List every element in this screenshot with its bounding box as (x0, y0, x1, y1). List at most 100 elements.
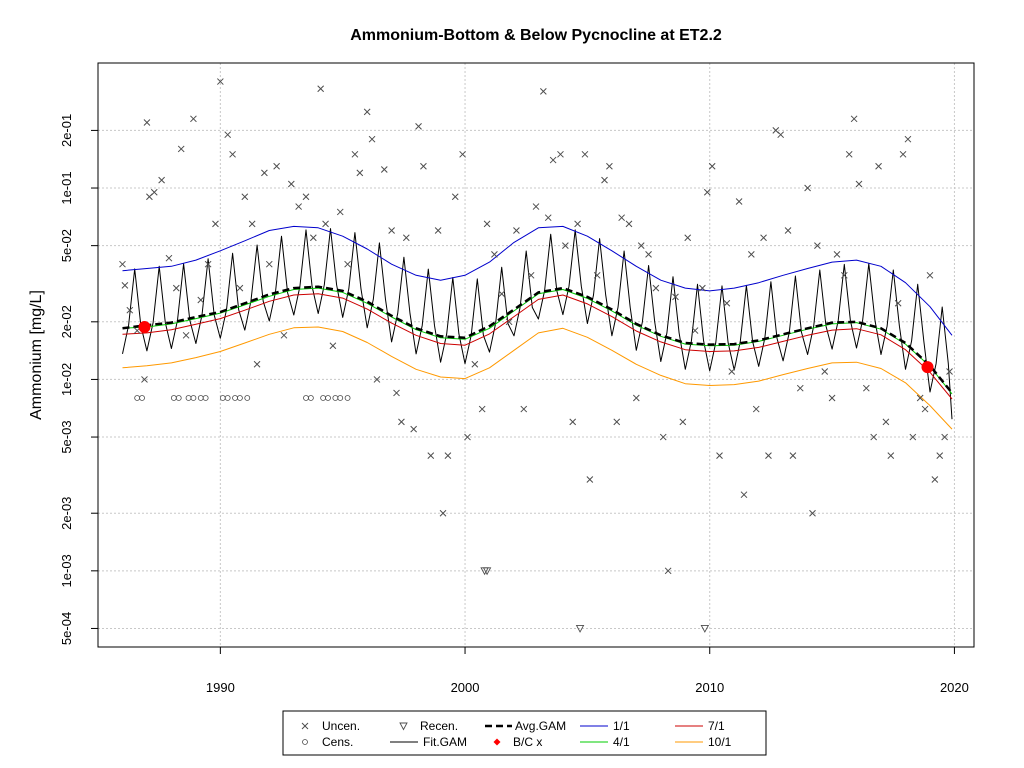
cross-stroke (699, 284, 706, 292)
cross-stroke (760, 234, 767, 242)
uncensored-point (855, 180, 863, 188)
fit-gam-line (122, 228, 953, 420)
uncensored-point (280, 331, 288, 339)
censored-point (303, 395, 309, 401)
cross-stroke (703, 188, 711, 196)
cross-stroke (850, 115, 858, 123)
cross-stroke (539, 87, 547, 95)
uncensored-point (740, 491, 748, 499)
uncensored-point (427, 452, 435, 459)
cross-stroke (177, 145, 185, 153)
cross-stroke (121, 282, 129, 289)
uncensored-point (703, 188, 711, 196)
y-tick-label: 2e-01 (59, 114, 74, 147)
uncensored-point (253, 360, 261, 368)
legend-label: Cens. (322, 735, 353, 749)
cross-stroke (723, 299, 731, 307)
uncensored-point (613, 418, 621, 426)
uncensored-point (637, 242, 645, 249)
legend-symbol (301, 722, 309, 730)
cross-stroke (581, 150, 589, 158)
y-tick-label: 2e-02 (59, 305, 74, 338)
uncensored-point (926, 271, 934, 279)
cross-stroke (855, 180, 863, 188)
cross-stroke (637, 242, 645, 249)
cross-stroke (784, 227, 792, 234)
uncensored-point (645, 251, 652, 258)
recensored-point (575, 625, 585, 633)
uncensored-point (388, 227, 395, 234)
legend-label: B/C x (513, 735, 542, 749)
uncensored-point (672, 293, 679, 301)
cross-stroke (821, 368, 829, 375)
avg-gam-line (122, 285, 953, 394)
cross-stroke (672, 293, 679, 301)
cross-stroke (926, 271, 934, 279)
uncensored-point (894, 299, 902, 307)
uncensored-point (664, 567, 672, 575)
cross-stroke (368, 135, 376, 143)
legend-entry: 10/1 (675, 735, 732, 749)
cross-stroke (351, 150, 359, 158)
cross-stroke (527, 271, 535, 279)
legend-symbol (302, 739, 308, 745)
x-tick-label: 1990 (206, 680, 235, 695)
cross-stroke (373, 376, 381, 383)
cross-stroke (916, 394, 924, 402)
cross-stroke (287, 180, 295, 188)
legend-entry: 7/1 (675, 719, 725, 733)
cross-stroke (336, 208, 344, 216)
cross-stroke (459, 150, 466, 158)
uncensored-point (684, 234, 692, 242)
censored-point (320, 395, 327, 401)
cross-stroke (150, 188, 158, 196)
uncensored-point (150, 188, 158, 196)
cross-stroke (261, 169, 268, 177)
uncensored-point (344, 260, 351, 268)
uncensored-point (464, 433, 471, 441)
y-tick-label: 1e-01 (59, 171, 74, 204)
uncensored-point (478, 405, 486, 413)
uncensored-point (887, 452, 895, 459)
bc-point (921, 361, 934, 374)
uncensored-point (549, 156, 557, 164)
uncensored-point (302, 193, 310, 201)
cross-stroke (936, 452, 944, 459)
cross-stroke (601, 176, 608, 184)
series-line-1-1 (122, 225, 953, 336)
uncensored-point (735, 198, 743, 205)
cross-stroke (740, 491, 748, 499)
cross-stroke (833, 251, 841, 258)
recensored-point (700, 625, 710, 633)
uncensored-point (415, 122, 422, 130)
cross-stroke (224, 131, 232, 139)
uncensored-point (248, 220, 256, 228)
cross-stroke (618, 214, 625, 222)
cross-stroke (691, 327, 699, 334)
uncensored-point (309, 234, 317, 242)
uncensored-point (329, 342, 337, 350)
uncensored-point (393, 389, 400, 397)
cross-stroke (569, 418, 577, 426)
uncensored-point (723, 299, 731, 307)
cross-stroke (840, 271, 848, 279)
cross-stroke (574, 220, 581, 228)
cross-stroke (302, 193, 310, 201)
cross-stroke (520, 405, 528, 413)
uncensored-point (921, 405, 929, 413)
censored-point (237, 395, 243, 401)
legend-entry: Avg.GAM (485, 719, 566, 733)
uncensored-point (398, 418, 405, 426)
cross-stroke (126, 306, 134, 314)
legend-entry: Fit.GAM (390, 735, 467, 749)
uncensored-point (904, 135, 912, 143)
legend-label: Recen. (420, 719, 458, 733)
censored-point (197, 395, 204, 401)
cross-stroke (586, 476, 594, 483)
uncensored-point (659, 433, 667, 441)
uncensored-point (875, 162, 882, 170)
uncensored-point (513, 227, 520, 234)
series-line-7-1 (122, 293, 953, 400)
cross-stroke (444, 452, 452, 459)
uncensored-point (828, 394, 836, 402)
